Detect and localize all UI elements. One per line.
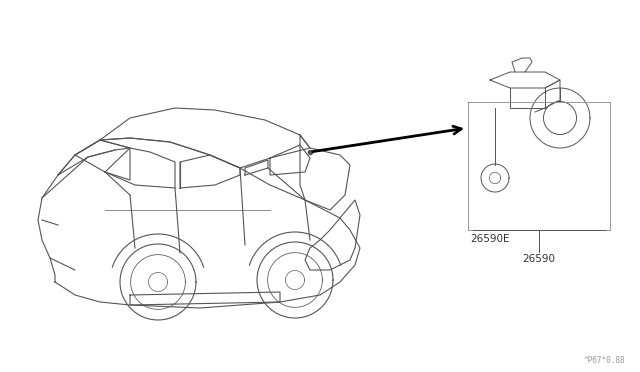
Text: ^P67*0.88: ^P67*0.88 [584, 356, 625, 365]
Text: 26590E: 26590E [470, 234, 509, 244]
Text: 26590: 26590 [522, 254, 556, 264]
